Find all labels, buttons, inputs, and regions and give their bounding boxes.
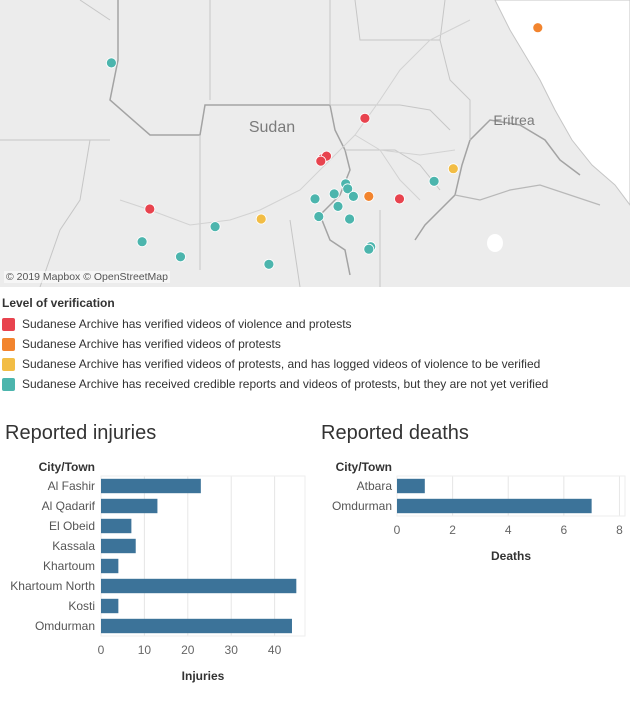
bar-khartoum-north[interactable] (101, 578, 297, 594)
lake-shape (487, 234, 503, 252)
category-label: Al Qadarif (42, 499, 96, 513)
bar-khartoum[interactable] (101, 558, 119, 574)
tick-label: 20 (181, 643, 195, 657)
category-label: Kosti (68, 599, 95, 613)
tick-label: 8 (616, 523, 623, 537)
tick-label: 4 (505, 523, 512, 537)
bar-el-obeid[interactable] (101, 518, 132, 534)
map-point-protests_logged[interactable] (447, 163, 459, 175)
category-header: City/Town (39, 460, 95, 474)
tick-label: 2 (449, 523, 456, 537)
map-point-credible[interactable] (328, 188, 340, 200)
verification-map[interactable]: Sudan Eritrea © 2019 Mapbox © OpenStreet… (0, 0, 630, 287)
map-point-credible[interactable] (175, 251, 186, 263)
category-label: Omdurman (332, 499, 392, 513)
legend-item-protests[interactable]: Sudanese Archive has verified videos of … (2, 334, 548, 354)
bar-al-fashir[interactable] (101, 478, 201, 494)
map-point-credible[interactable] (332, 200, 344, 212)
legend-item-protests-logged[interactable]: Sudanese Archive has verified videos of … (2, 354, 548, 374)
state-borders (0, 0, 471, 287)
roads (119, 19, 471, 226)
legend-item-credible[interactable]: Sudanese Archive has received credible r… (2, 374, 548, 394)
map-point-violence[interactable] (144, 203, 156, 215)
category-label: El Obeid (49, 519, 95, 533)
category-label: Omdurman (35, 619, 95, 633)
tick-label: 10 (138, 643, 152, 657)
map-point-protests[interactable] (363, 190, 375, 202)
map-point-credible[interactable] (309, 193, 321, 205)
plot-frame (396, 475, 626, 517)
injuries-chart-title: Reported injuries (5, 422, 157, 444)
legend-swatch-red (2, 317, 15, 331)
x-axis-label: Injuries (182, 669, 225, 683)
category-label: Khartoum North (10, 579, 95, 593)
bar-omdurman[interactable] (397, 498, 592, 514)
legend-swatch-teal (2, 377, 15, 391)
legend-swatch-yellow (2, 357, 15, 371)
map-label-sudan: Sudan (249, 119, 295, 136)
legend-item-label: Sudanese Archive has verified videos of … (22, 337, 281, 351)
bar-al-qadarif[interactable] (101, 498, 158, 514)
map-point-credible[interactable] (136, 236, 148, 248)
ethiopia-border (454, 184, 601, 206)
tick-label: 0 (394, 523, 401, 537)
bar-kosti[interactable] (101, 598, 119, 614)
category-label: Khartoum (43, 559, 95, 573)
legend-swatch-orange (2, 337, 15, 351)
category-label: Atbara (357, 479, 393, 493)
category-label: Kassala (52, 539, 95, 553)
map-point-violence[interactable] (315, 155, 327, 167)
sudan-east-border (414, 139, 471, 241)
legend-item-label: Sudanese Archive has verified videos of … (22, 317, 352, 331)
tick-label: 30 (225, 643, 239, 657)
map-point-credible[interactable] (428, 175, 440, 187)
map-canvas[interactable]: Sudan Eritrea (0, 0, 630, 287)
category-label: Al Fashir (48, 479, 95, 493)
map-point-protests[interactable] (532, 22, 544, 34)
tick-label: 40 (268, 643, 282, 657)
sudan-border (109, 0, 351, 276)
map-point-credible[interactable] (342, 183, 354, 195)
tick-label: 6 (560, 523, 567, 537)
deaths-chart-title: Reported deaths (321, 422, 469, 444)
map-point-credible[interactable] (363, 243, 375, 255)
tick-label: 0 (98, 643, 105, 657)
x-axis-label: Deaths (491, 549, 531, 563)
bar-omdurman[interactable] (101, 618, 292, 634)
map-attribution[interactable]: © 2019 Mapbox © OpenStreetMap (4, 271, 170, 283)
map-point-credible[interactable] (263, 258, 275, 270)
map-points-layer[interactable] (106, 22, 544, 270)
map-point-credible[interactable] (313, 211, 325, 222)
map-point-protests_logged[interactable] (255, 213, 267, 225)
legend-item-label: Sudanese Archive has verified videos of … (22, 357, 541, 371)
plot-frame (100, 475, 306, 637)
injuries-bar-chart[interactable]: City/Town Al Fashir Al Qadarif El Obeid Kass… (0, 452, 315, 702)
red-sea (494, 0, 630, 206)
legend-item-label: Sudanese Archive has received credible r… (22, 377, 549, 391)
map-point-credible[interactable] (209, 221, 221, 233)
map-point-credible[interactable] (347, 190, 359, 202)
legend-title: Level of verification (2, 296, 115, 310)
map-label-eritrea: Eritrea (493, 112, 534, 128)
map-point-violence[interactable] (359, 112, 371, 124)
verification-legend: Level of verification Sudanese Archive h… (2, 296, 548, 394)
map-point-credible[interactable] (106, 57, 117, 69)
map-point-violence[interactable] (394, 193, 405, 205)
eritrea-border (469, 119, 581, 176)
map-point-credible[interactable] (344, 213, 356, 225)
bar-atbara[interactable] (397, 478, 425, 494)
bar-kassala[interactable] (101, 538, 136, 554)
category-header: City/Town (336, 460, 392, 474)
legend-item-violence[interactable]: Sudanese Archive has verified videos of … (2, 314, 548, 334)
